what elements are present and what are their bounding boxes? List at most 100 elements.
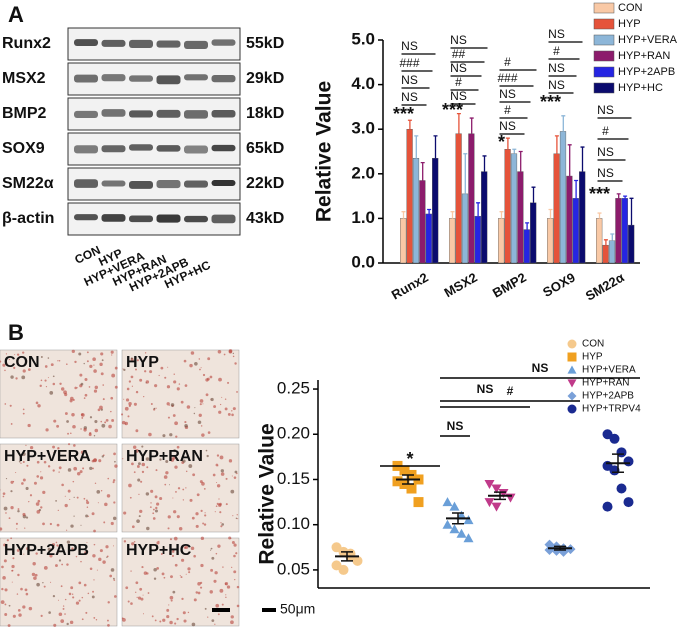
x-tick-label: MSX2 <box>442 270 480 301</box>
stain-dot <box>37 499 41 503</box>
stain-dot <box>141 462 146 467</box>
stain-dot <box>218 410 222 414</box>
stain-dot <box>212 473 216 477</box>
stain-dot <box>75 601 80 605</box>
stain-dot <box>111 373 116 378</box>
bar <box>400 218 407 264</box>
stain-dot <box>237 518 239 520</box>
micrograph-label: HYP+HC <box>126 542 192 559</box>
stain-dot <box>22 351 25 354</box>
stain-dot <box>83 583 87 587</box>
stain-dot <box>22 478 26 482</box>
stain-dot <box>134 364 137 366</box>
stain-dot <box>15 377 18 380</box>
stain-dot <box>128 401 132 406</box>
stain-dot <box>64 598 67 601</box>
stain-dot <box>32 562 36 566</box>
stain-dot <box>141 445 144 448</box>
stain-dot <box>37 404 41 408</box>
stain-dot <box>83 428 87 432</box>
stain-dot <box>190 546 195 551</box>
stain-dot <box>191 516 195 520</box>
stain-dot <box>22 408 25 411</box>
stain-dot <box>2 363 6 367</box>
blot-band <box>74 39 98 47</box>
stain-dot <box>148 432 152 437</box>
stain-dot <box>81 618 84 621</box>
blot-band <box>156 40 181 48</box>
stain-dot <box>174 622 177 625</box>
stain-dot <box>165 471 169 475</box>
stain-dot <box>125 586 129 590</box>
stain-dot <box>101 359 104 362</box>
blot-band <box>101 180 126 187</box>
stain-dot <box>113 501 116 504</box>
stain-dot <box>197 591 201 595</box>
stain-dot <box>191 622 196 627</box>
stain-dot <box>205 449 208 452</box>
stain-dot <box>11 581 13 583</box>
stain-dot <box>200 509 203 512</box>
stain-dot <box>180 576 183 579</box>
stain-dot <box>180 558 185 562</box>
stain-dot <box>52 469 55 472</box>
stain-dot <box>111 354 113 356</box>
stain-dot <box>66 363 68 366</box>
bar <box>419 180 426 264</box>
stain-dot <box>13 366 16 369</box>
stain-dot <box>58 471 60 473</box>
stain-dot <box>145 380 150 384</box>
y-tick-label: 3.0 <box>351 119 375 138</box>
stain-dot <box>49 554 53 558</box>
stain-dot <box>114 385 118 389</box>
stain-dot <box>159 620 162 623</box>
stain-dot <box>109 574 113 578</box>
stain-dot <box>225 594 227 596</box>
legend-label: HYP+TRPV4 <box>582 404 641 415</box>
stain-dot <box>231 541 235 545</box>
stain-dot <box>201 482 205 486</box>
sem-bar <box>554 545 566 551</box>
stain-dot <box>169 595 174 600</box>
stain-dot <box>110 568 115 572</box>
bar <box>523 229 530 264</box>
stain-dot <box>11 564 15 569</box>
error-bar <box>450 211 455 219</box>
stain-dot <box>27 368 31 371</box>
blot-band <box>156 109 181 118</box>
error-bar <box>518 150 523 172</box>
stain-dot <box>5 477 8 480</box>
stain-dot <box>167 515 171 519</box>
stain-dot <box>28 501 30 503</box>
blot-band <box>184 145 208 154</box>
stain-dot <box>136 596 138 599</box>
data-point <box>442 519 453 529</box>
stain-dot <box>71 547 74 550</box>
stain-dot <box>160 552 163 555</box>
y-tick-label: 5.0 <box>351 29 375 48</box>
stain-dot <box>130 602 133 605</box>
significance-label: NS <box>450 61 467 75</box>
bar <box>455 133 462 264</box>
error-bar <box>623 195 628 199</box>
blot-frame <box>67 202 241 236</box>
stain-dot <box>174 563 178 567</box>
stain-dot <box>19 355 21 358</box>
stain-dot <box>219 588 224 593</box>
stain-dot <box>168 484 170 486</box>
stain-dot <box>168 604 170 606</box>
blot-band <box>211 39 236 46</box>
significance-label: NS <box>597 166 614 180</box>
stain-dot <box>170 575 173 579</box>
stain-dot <box>124 406 129 411</box>
stain-dot <box>195 512 199 516</box>
stain-dot <box>107 601 110 604</box>
sem-bar <box>341 551 353 562</box>
stain-dot <box>94 428 99 433</box>
stain-dot <box>215 505 218 507</box>
stain-dot <box>47 357 50 359</box>
stain-dot <box>76 496 79 499</box>
stain-dot <box>147 592 150 594</box>
error-bar <box>580 146 585 172</box>
stain-dot <box>1 587 4 591</box>
